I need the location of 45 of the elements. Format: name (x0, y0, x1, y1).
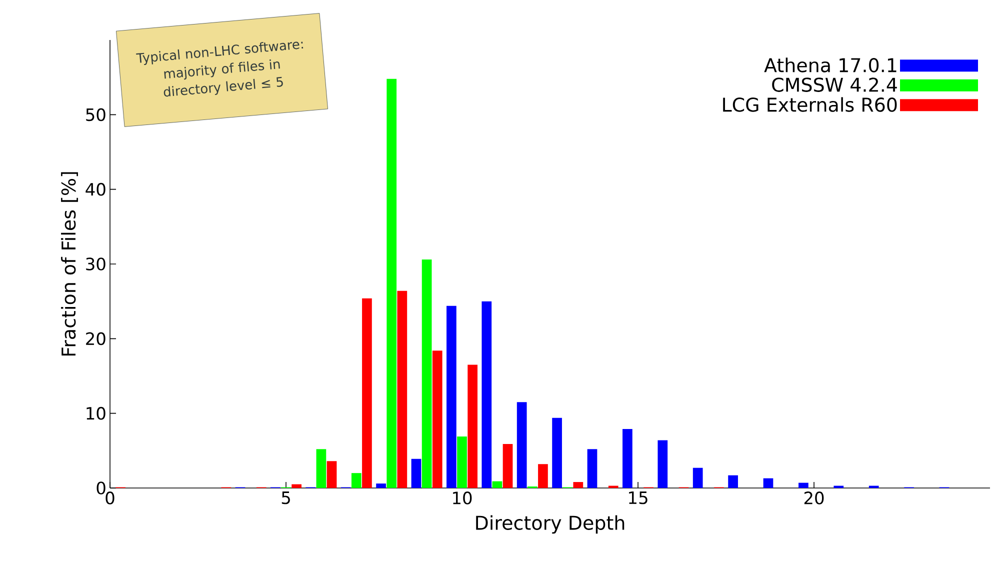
annotation: Typical non-LHC software: majority of files in directory level ≤ 5 (136, 42, 304, 97)
y-tick-label: 0 (96, 482, 106, 494)
legend-label: LCG Externals R60 (723, 97, 897, 112)
bar (446, 306, 456, 488)
bar (492, 481, 502, 488)
bar (538, 464, 548, 488)
bar (351, 473, 362, 488)
bar (658, 440, 668, 488)
bar (362, 298, 372, 488)
y-tick-label: 30 (86, 258, 106, 270)
x-tick-label: 20 (804, 492, 824, 504)
bar (292, 484, 302, 488)
legend-label: Athena 17.0.1 (764, 58, 896, 72)
x-tick-label: 5 (282, 492, 290, 504)
bar (622, 429, 632, 488)
bar (502, 444, 513, 488)
bar (397, 290, 408, 488)
bar (432, 350, 442, 488)
y-tick-label: 50 (86, 108, 106, 122)
bar (482, 301, 492, 488)
bar (457, 436, 467, 488)
x-tick-label: 10 (453, 492, 472, 504)
bar (587, 449, 598, 488)
legend-label: CMSSW 4.2.4 (772, 78, 897, 92)
bar (573, 482, 584, 488)
bar (326, 461, 337, 488)
bar (411, 458, 422, 488)
y-tick-label: 40 (86, 182, 106, 196)
bar (798, 482, 808, 488)
bar (728, 475, 738, 488)
y-tick-label: 10 (86, 406, 106, 420)
bar (763, 478, 774, 488)
bar (692, 468, 703, 488)
bar (386, 78, 397, 488)
x-tick-label: 15 (629, 492, 648, 504)
y-axis-title: Fraction of Files [%] (61, 172, 78, 356)
bar (422, 260, 432, 488)
x-tick-label: 0 (106, 492, 114, 504)
bar (468, 364, 478, 488)
bar (376, 484, 386, 488)
y-tick-label: 20 (86, 332, 106, 346)
bar (516, 402, 527, 488)
x-axis-title: Directory Depth (476, 515, 624, 534)
bar (552, 418, 562, 488)
bar (316, 449, 326, 488)
